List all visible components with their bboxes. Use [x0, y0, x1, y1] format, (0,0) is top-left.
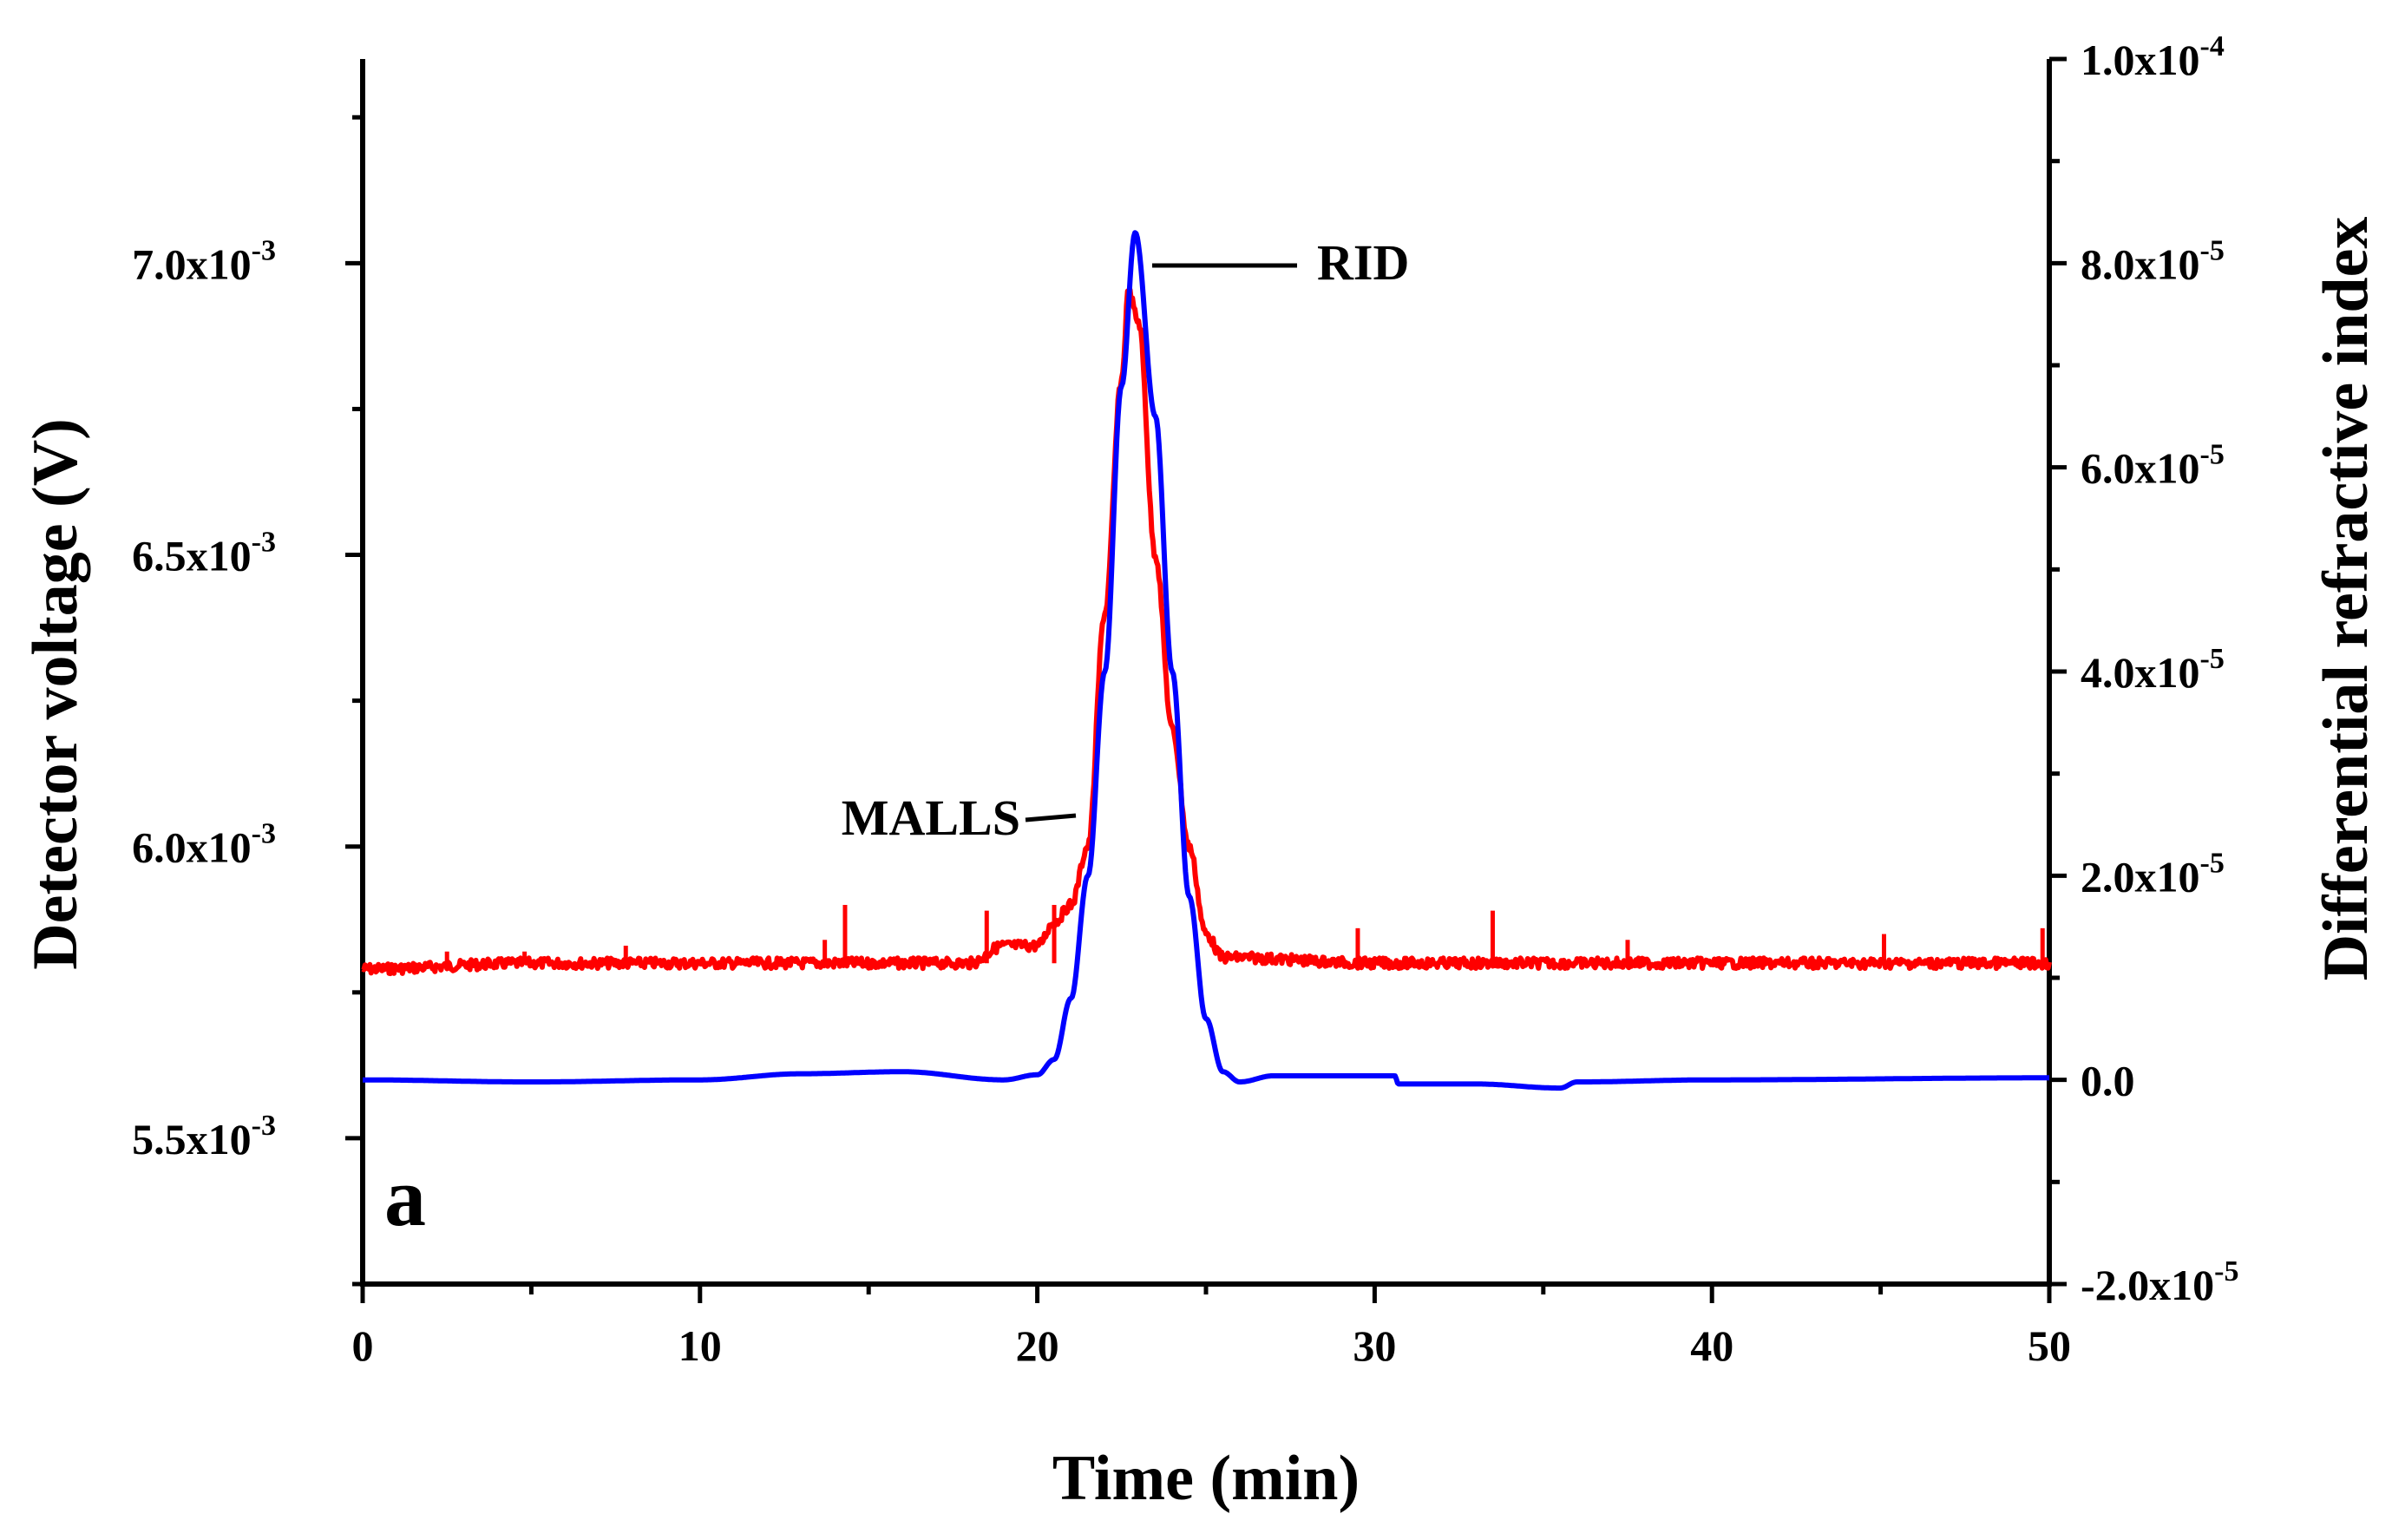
- x-axis-title: Time (min): [1052, 1443, 1360, 1514]
- series-line-malls: [361, 287, 2052, 977]
- x-tick-label: 40: [1690, 1321, 1733, 1370]
- left-y-tick-label: 7.0x10-3: [132, 234, 276, 288]
- left-y-ticks: 5.5x10-3 6.0x10-3 6.5x10-3 7.0x10-3: [132, 115, 363, 1287]
- right-y-tick-label: 4.0x10-5: [2081, 643, 2225, 697]
- series-line-rid: [361, 230, 2051, 1091]
- malls-leader-line: [1025, 813, 1077, 822]
- left-y-tick-label: 6.5x10-3: [132, 527, 276, 580]
- right-y-tick-label: 0.0: [2081, 1057, 2135, 1105]
- left-y-tick-label: 5.5x10-3: [132, 1110, 276, 1163]
- right-y-tick-label: 6.0x10-5: [2081, 439, 2225, 493]
- left-y-axis-title: Detector voltage (V): [20, 418, 91, 970]
- rid-label: RID: [1317, 234, 1409, 291]
- panel-label: a: [384, 1150, 426, 1243]
- right-y-tick-label: -2.0x10-5: [2081, 1255, 2238, 1309]
- right-y-tick-label: 2.0x10-5: [2081, 847, 2225, 901]
- x-tick-label: 50: [2028, 1321, 2071, 1370]
- malls-label: MALLS: [842, 790, 1020, 846]
- x-ticks: 0 10 20 30 40 50: [352, 1284, 2071, 1370]
- x-tick-label: 10: [678, 1321, 722, 1370]
- right-y-tick-label: 8.0x10-5: [2081, 234, 2225, 288]
- x-tick-label: 20: [1016, 1321, 1059, 1370]
- x-tick-label: 0: [352, 1321, 374, 1370]
- left-y-tick-label: 6.0x10-3: [132, 818, 276, 872]
- right-y-axis-title: Differential refractive index: [2310, 217, 2382, 981]
- series-layer: [361, 230, 2052, 1091]
- right-y-ticks: -2.0x10-5 0.0 2.0x10-5 4.0x10-5 6.0x10-5 8.0x…: [2049, 30, 2238, 1309]
- x-tick-label: 30: [1353, 1321, 1396, 1370]
- right-y-tick-label: 1.0x10-4: [2081, 30, 2225, 84]
